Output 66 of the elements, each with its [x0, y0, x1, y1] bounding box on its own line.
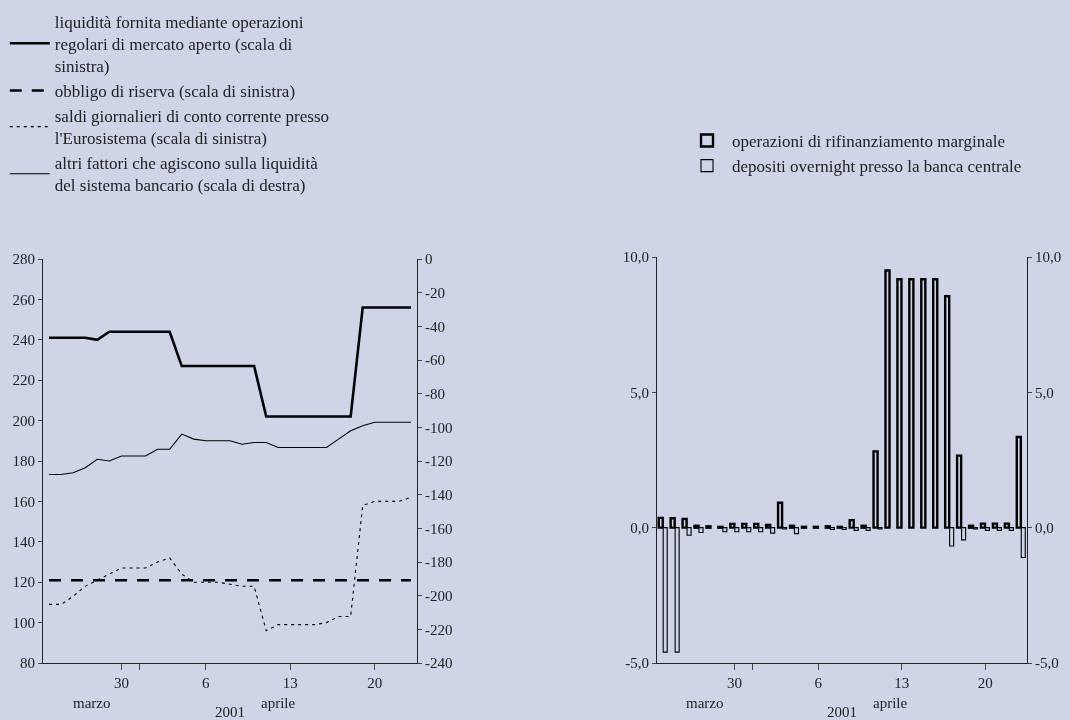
y-tick-label: 80	[20, 655, 35, 672]
y2-tick-label: 0,0	[1035, 519, 1054, 536]
y2-tick-label: -120	[425, 453, 453, 470]
y2-tick-label: 0	[425, 251, 433, 268]
x-tick-label: 13	[894, 675, 910, 691]
y-tick-label: 160	[12, 493, 35, 510]
bar	[908, 277, 915, 529]
y2-tick-label: -20	[425, 284, 445, 301]
bar	[776, 501, 784, 529]
x-tick-label: 13	[282, 675, 298, 691]
y2-tick-label: -80	[425, 385, 445, 402]
x-tick-label: 20	[367, 675, 383, 691]
text: marzo	[686, 695, 724, 711]
y-tick-label: 10,0	[622, 249, 649, 266]
y-tick-label: 5,0	[630, 384, 649, 401]
text: marzo	[73, 695, 111, 711]
bar	[991, 522, 999, 529]
y2-tick-label: 5,0	[1035, 384, 1054, 401]
bar	[896, 277, 903, 529]
y2-tick-label: -240	[425, 655, 453, 672]
x-tick-label: 6	[814, 675, 823, 691]
text: aprile	[873, 695, 908, 711]
x-axis-title: 2001	[215, 704, 245, 720]
legend-label: operazioni di rifinanziamento marginale	[732, 132, 1005, 152]
legend-label: saldi giornalieri di conto corrente presso l'Eurosistema (scala di sinistra)	[54, 107, 330, 149]
y-tick-label: 220	[12, 372, 35, 389]
y2-tick-label: -100	[425, 419, 453, 436]
y2-tick-label: -140	[425, 486, 453, 503]
y2-tick-label: -180	[425, 554, 453, 571]
y-tick-label: 140	[12, 534, 35, 551]
x-axis-title: 2001	[827, 704, 857, 720]
bar	[920, 277, 927, 529]
text: aprile	[261, 695, 296, 711]
bar	[741, 522, 748, 529]
y-tick-label: 0,0	[630, 519, 649, 536]
y2-tick-label: -160	[425, 520, 453, 537]
y-tick-label: 100	[12, 614, 35, 631]
y-tick-label: 200	[12, 412, 35, 429]
y2-tick-label: -40	[425, 318, 445, 335]
bar	[753, 522, 760, 529]
x-tick-label: 30	[113, 675, 129, 691]
legend-label: altri fattori che agiscono sulla liquidità del sistema bancario (scala di destra)	[54, 154, 319, 196]
y2-tick-label: 10,0	[1035, 249, 1062, 266]
y-tick-label: 240	[12, 332, 35, 349]
y2-tick-label: -220	[425, 621, 453, 638]
y-tick-label: 180	[12, 453, 35, 470]
legend-label: liquidità fornita mediante operazioni regolari di mercato aperto (scala di sinistra)	[54, 12, 304, 76]
x-tick-label: 30	[727, 675, 743, 691]
line-series	[48, 496, 412, 632]
line-series	[47, 306, 413, 418]
bar	[979, 522, 987, 529]
x-tick-label: 20	[977, 675, 993, 691]
legend-label: depositi overnight presso la banca centrale	[732, 157, 1022, 177]
y-tick-label: 260	[12, 291, 35, 308]
bar	[1003, 522, 1011, 529]
y-tick-label: -5,0	[625, 655, 649, 672]
legend-label: obbligo di riserva (scala di sinistra)	[54, 82, 296, 102]
y-tick-label: 120	[12, 574, 35, 591]
bar	[932, 277, 939, 529]
bar	[793, 527, 800, 535]
line-series	[48, 421, 412, 476]
y2-tick-label: -5,0	[1035, 655, 1059, 672]
y-tick-label: 280	[12, 251, 35, 268]
y2-tick-label: -60	[425, 352, 445, 369]
y2-tick-label: -200	[425, 587, 453, 604]
x-tick-label: 6	[202, 675, 211, 691]
